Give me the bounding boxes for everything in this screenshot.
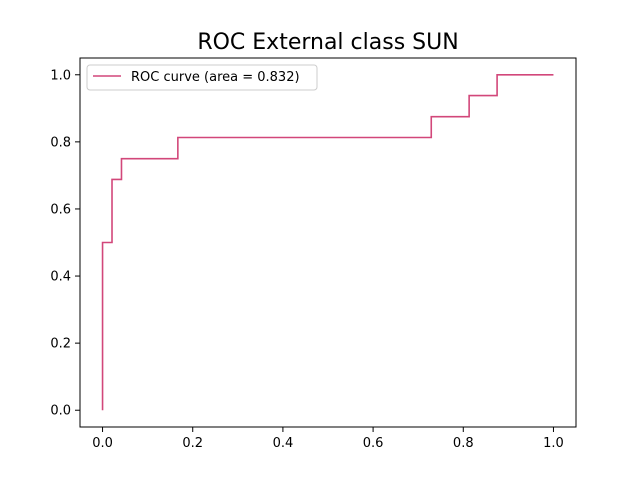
roc-curve-line	[101, 73, 554, 411]
x-tick-label: 0.2	[182, 436, 203, 451]
y-tick-label: 0.0	[50, 404, 71, 419]
x-tick-label: 1.0	[543, 436, 564, 451]
y-axis-ticks: 0.0 0.2 0.4 0.6 0.8 1.0	[50, 68, 80, 419]
x-tick-label: 0.4	[273, 436, 294, 451]
x-tick-label: 0.8	[453, 436, 474, 451]
legend-label: ROC curve (area = 0.832)	[131, 70, 300, 85]
legend-box	[86, 64, 318, 91]
y-tick-label: 0.8	[50, 135, 71, 150]
x-axis-ticks: 0.0 0.2 0.4 0.6 0.8 1.0	[92, 427, 564, 451]
y-tick-label: 0.4	[50, 270, 71, 285]
x-tick-label: 0.0	[92, 436, 113, 451]
x-tick-label: 0.6	[363, 436, 384, 451]
axes-frame	[79, 57, 577, 428]
y-tick-label: 1.0	[50, 68, 71, 83]
chart-title: ROC External class SUN	[197, 30, 458, 55]
y-tick-label: 0.6	[50, 202, 71, 217]
y-tick-label: 0.2	[50, 337, 71, 352]
plot-lines	[101, 73, 554, 411]
legend: ROC curve (area = 0.832)	[86, 64, 318, 91]
